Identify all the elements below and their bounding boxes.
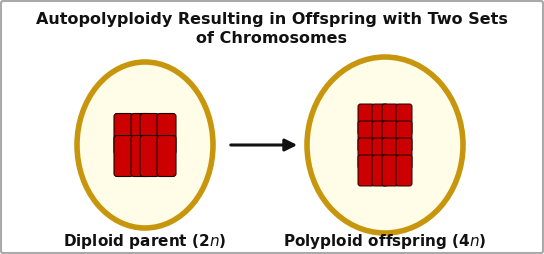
FancyBboxPatch shape — [140, 135, 159, 177]
FancyBboxPatch shape — [372, 155, 388, 186]
FancyBboxPatch shape — [358, 155, 374, 186]
Text: Diploid parent (2$\it{n}$): Diploid parent (2$\it{n}$) — [63, 232, 227, 251]
FancyBboxPatch shape — [358, 104, 374, 135]
FancyBboxPatch shape — [157, 135, 176, 177]
Ellipse shape — [77, 62, 213, 228]
FancyBboxPatch shape — [396, 138, 412, 169]
FancyBboxPatch shape — [358, 121, 374, 152]
FancyBboxPatch shape — [140, 114, 159, 154]
FancyBboxPatch shape — [131, 114, 150, 154]
FancyBboxPatch shape — [131, 135, 150, 177]
FancyBboxPatch shape — [372, 121, 388, 152]
FancyBboxPatch shape — [114, 114, 133, 154]
FancyBboxPatch shape — [358, 138, 374, 169]
Text: Polyploid offspring (4$\it{n}$): Polyploid offspring (4$\it{n}$) — [283, 232, 487, 251]
FancyBboxPatch shape — [396, 104, 412, 135]
FancyBboxPatch shape — [396, 155, 412, 186]
FancyBboxPatch shape — [372, 104, 388, 135]
Text: Autopolyploidy Resulting in Offspring with Two Sets
of Chromosomes: Autopolyploidy Resulting in Offspring wi… — [36, 12, 508, 46]
FancyBboxPatch shape — [382, 104, 398, 135]
FancyBboxPatch shape — [157, 114, 176, 154]
Ellipse shape — [307, 57, 463, 233]
FancyBboxPatch shape — [372, 138, 388, 169]
FancyBboxPatch shape — [382, 121, 398, 152]
FancyBboxPatch shape — [396, 121, 412, 152]
FancyBboxPatch shape — [382, 138, 398, 169]
FancyBboxPatch shape — [114, 135, 133, 177]
FancyBboxPatch shape — [382, 155, 398, 186]
